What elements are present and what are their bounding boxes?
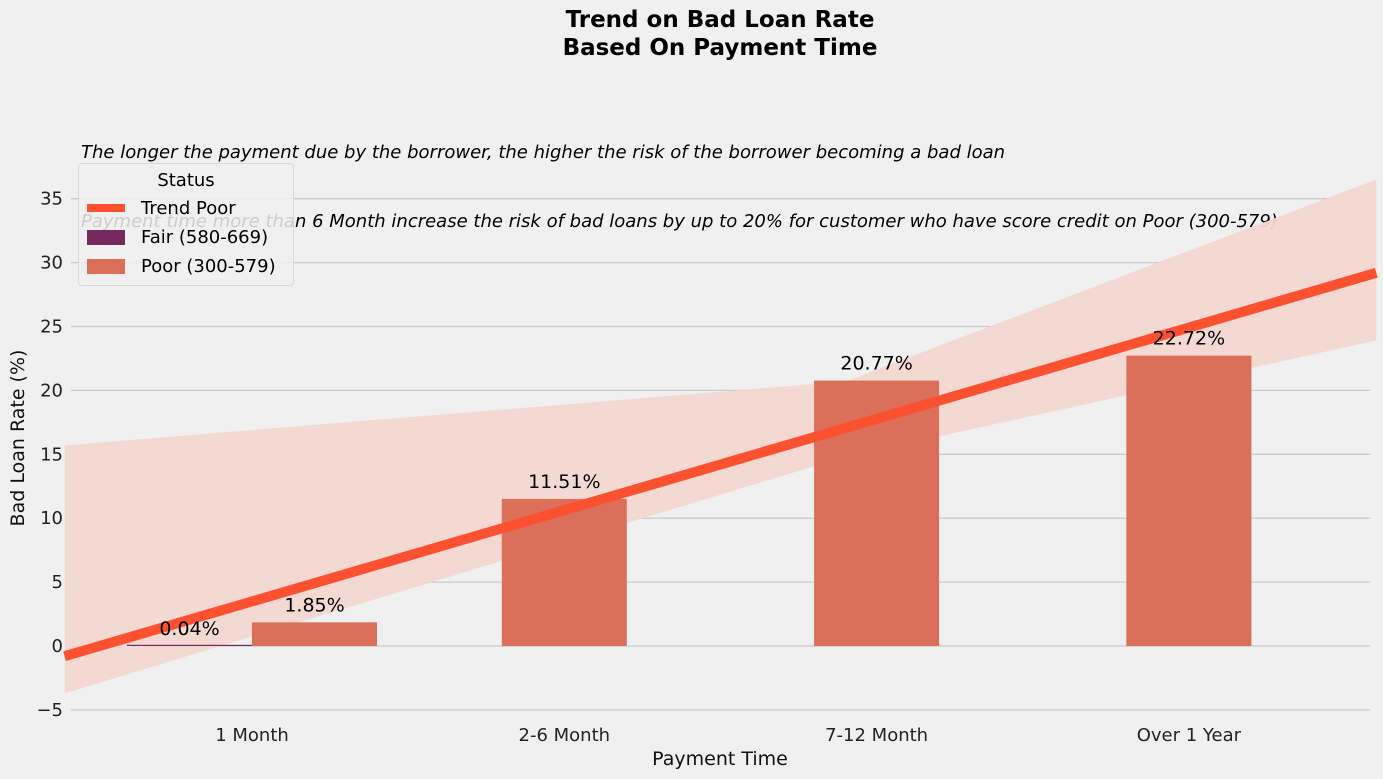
legend-title: Status — [157, 170, 215, 191]
y-tick-label: 20 — [40, 380, 63, 401]
legend: Status Trend Poor Fair (580-669) Poor (3… — [78, 163, 294, 286]
y-tick-label: 15 — [40, 444, 63, 465]
data-label-poor: 22.72% — [1153, 328, 1225, 350]
y-axis-label: Bad Loan Rate (%) — [7, 350, 29, 527]
y-tick-label: 30 — [40, 253, 63, 274]
data-label-poor: 11.51% — [528, 471, 600, 493]
trend-line-group — [63, 268, 1378, 662]
legend-item-poor: Poor (300-579) — [87, 254, 276, 278]
y-tick-label: 25 — [40, 317, 63, 338]
x-tick-label: 1 Month — [215, 725, 289, 746]
x-tick-labels: 1 Month 2-6 Month 7-12 Month Over 1 Year — [215, 725, 1241, 746]
x-tick-label: 2-6 Month — [519, 725, 611, 746]
bar-fair — [127, 644, 252, 646]
bar-poor — [252, 622, 377, 646]
legend-item-trend: Trend Poor — [87, 196, 236, 220]
y-tick-label: 35 — [40, 189, 63, 210]
subtitle-line-1: The longer the payment due by the borrow… — [81, 142, 1006, 163]
legend-item-fair: Fair (580-669) — [87, 225, 268, 249]
legend-label-fair: Fair (580-669) — [141, 226, 269, 248]
title-line-1: Trend on Bad Loan Rate — [565, 7, 875, 33]
chart-title: Trend on Bad Loan Rate Based On Payment … — [0, 6, 1383, 62]
bar-poor — [1126, 355, 1252, 646]
legend-swatch-trend — [87, 204, 125, 212]
bar-poor — [814, 380, 940, 646]
x-axis-label: Payment Time — [652, 748, 788, 770]
x-tick-label: Over 1 Year — [1137, 725, 1242, 746]
data-label-poor: 1.85% — [284, 594, 344, 616]
y-tick-label: −5 — [36, 700, 63, 721]
y-tick-label: 10 — [40, 508, 63, 529]
legend-swatch-poor — [87, 258, 125, 274]
y-tick-label: 5 — [52, 572, 63, 593]
data-label-poor: 20.77% — [840, 353, 912, 375]
y-tick-labels: −5 0 5 10 15 20 25 30 35 — [36, 189, 63, 721]
legend-label-trend: Trend Poor — [141, 197, 236, 219]
data-labels: 0.04% 1.85% 11.51% 20.77% 22.72% — [159, 328, 1225, 640]
title-line-2: Based On Payment Time — [562, 35, 878, 61]
x-tick-label: 7-12 Month — [825, 725, 928, 746]
data-label-fair: 0.04% — [159, 618, 219, 640]
trend-line — [63, 268, 1378, 662]
legend-swatch-fair — [87, 229, 125, 245]
y-tick-label: 0 — [52, 636, 63, 657]
legend-label-poor: Poor (300-579) — [141, 255, 276, 277]
